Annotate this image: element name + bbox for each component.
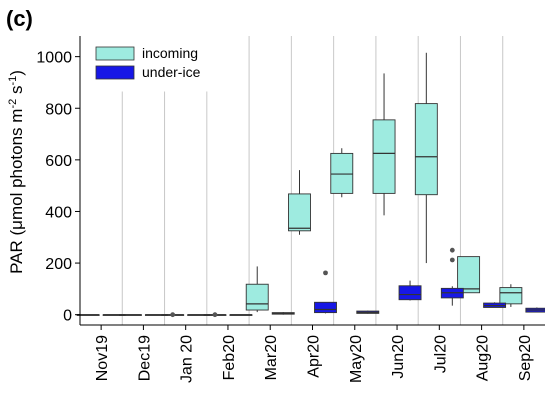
outlier-point [212,312,218,318]
box-iqr [314,301,337,314]
box-under-ice-dec19 [144,314,168,316]
y-tick-label: 200 [45,256,72,273]
box-under-ice-nov19 [102,314,126,316]
box-iqr [414,103,438,196]
x-tick-label: Mar20 [263,335,280,380]
box-iqr [330,152,354,194]
legend-swatch-incoming [95,46,135,61]
outlier-point [449,247,455,253]
y-tick-label: 1000 [36,50,72,67]
x-ticks: Nov19 Dec19 Jan 20 Feb20 Mar20 Apr20 May20 Jun2… [94,325,534,383]
box-iqr [288,193,311,232]
outlier-point [170,312,176,318]
y-axis-label-exp1: -2 [7,99,19,109]
y-axis-label-prefix: PAR (μmol photons m [7,109,26,274]
x-tick-label: Sep20 [517,335,534,381]
x-tick-label: May20 [348,335,365,383]
box-incoming-jun20 [372,73,396,216]
legend-label-under-ice: under-ice [142,64,201,80]
box-iqr [372,119,396,194]
y-axis-label-suffix: ) [7,70,26,76]
x-tick-label: Apr20 [306,335,323,378]
y-tick-label: 800 [45,101,72,118]
box-under-ice-jan20 [187,314,211,316]
box-under-ice-mar20 [271,312,295,315]
outlier-point [323,270,328,276]
x-tick-label: Nov19 [94,335,111,381]
panel-label: (c) [6,6,33,31]
box-under-ice-may20 [356,310,380,314]
y-axis-label-mid: s [7,86,26,99]
x-tick-label: Feb20 [221,335,238,380]
box-under-ice-jul20 [440,247,464,306]
y-tick-label: 600 [45,153,72,170]
box-under-ice-jun20 [398,280,422,301]
legend: incoming under-ice [95,45,201,80]
box-incoming-mar20 [245,266,269,313]
box-iqr [245,283,269,311]
box-under-ice-feb20 [229,314,253,316]
box-incoming-may20 [330,148,354,198]
legend-swatch-under-ice [95,65,135,80]
y-ticks: 0 200 400 600 800 1000 [36,50,80,325]
box-incoming-jan20 [161,312,185,318]
box-incoming-jul20 [414,52,438,264]
box-iqr [398,285,422,301]
x-tick-label: Jun20 [390,335,407,379]
x-tick-label: Jul20 [432,335,449,373]
x-tick-label: Aug20 [475,335,492,381]
box-iqr [499,287,523,305]
outlier-point [449,257,455,263]
legend-label-incoming: incoming [142,45,198,61]
box-under-ice-sep20 [525,307,545,313]
box-iqr [457,256,481,294]
box-incoming-sep20 [499,284,523,307]
box-incoming-apr20 [288,170,311,235]
box-under-ice-apr20 [314,270,337,314]
y-axis-label-exp2: -1 [7,76,19,86]
x-tick-label: Dec19 [136,335,153,381]
plot-area [76,52,545,318]
y-tick-label: 0 [63,308,72,325]
box-incoming-aug20 [457,256,481,294]
x-tick-label: Jan 20 [179,335,196,383]
y-axis-label: PAR (μmol photons m-2 s-1) [7,70,26,274]
box-under-ice-aug20 [483,302,507,308]
y-tick-label: 400 [45,204,72,221]
